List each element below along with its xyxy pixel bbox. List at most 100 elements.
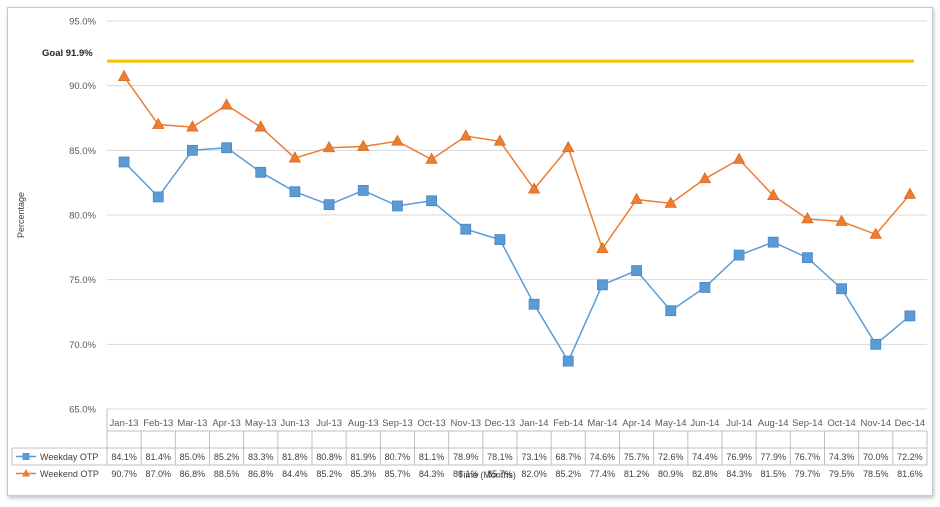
data-point-weekend [357,139,370,151]
x-tick-label: May-13 [245,418,277,429]
data-point-weekday [699,282,711,293]
data-point-weekday [152,191,164,203]
data-table-cell: 85.3% [350,469,376,479]
series-line-weekend [123,76,911,251]
data-table-cell: 78.9% [453,452,479,462]
x-tick-label: Sep-13 [382,418,413,429]
data-point-weekday [460,223,472,235]
data-table-cell: 84.3% [726,469,752,479]
data-point-weekday [392,200,403,212]
data-table-cell: 81.1% [419,452,445,462]
data-point-weekend [254,120,267,132]
data-point-weekend [801,212,814,224]
x-tick-label: Jan-14 [520,418,549,429]
data-point-weekday [767,236,779,248]
y-tick-label: 85.0% [69,146,96,157]
chart-frame [7,7,933,496]
data-table-cell: 78.1% [487,452,513,462]
x-tick-label: Dec-13 [485,418,516,429]
legend-entry: Weekend OTP [40,469,99,479]
y-tick-label: 70.0% [69,340,96,351]
data-table-cell: 81.6% [897,469,923,479]
data-point-weekend [767,188,780,201]
goal-label: Goal 91.9% [42,48,93,59]
data-point-weekend [391,134,404,146]
data-point-weekend [459,129,472,141]
data-table-cell: 85.2% [316,469,342,479]
data-table-cell: 87.0% [145,469,171,479]
data-table-cell: 74.4% [692,452,718,462]
data-point-weekend [220,98,233,110]
data-table-cell: 77.4% [590,469,616,479]
x-tick-label: Aug-14 [758,418,789,429]
data-table-cell: 85.0% [180,452,206,462]
x-axis-title: Time (Months) [458,470,516,480]
data-table-cell: 86.8% [180,469,206,479]
data-point-weekday [870,338,882,350]
x-tick-label: Nov-14 [860,418,891,429]
y-tick-label: 65.0% [69,405,96,416]
data-table-cell: 75.7% [624,452,650,462]
data-point-weekend [664,196,677,208]
data-point-weekday [187,144,198,156]
data-point-weekday [289,186,301,198]
data-table-cell: 70.0% [863,452,889,462]
data-point-weekend [630,192,643,204]
data-table-cell: 79.5% [829,469,855,479]
data-table-cell: 85.7% [385,469,411,479]
data-table-cell: 80.7% [385,452,411,462]
data-point-weekend [562,140,575,153]
data-table-cell: 86.1% [453,469,479,479]
data-point-weekday [323,199,335,211]
data-point-weekday [255,166,267,178]
x-tick-label: Jul-13 [316,418,342,429]
data-table-cell: 85.2% [555,469,581,479]
x-tick-label: Jan-13 [110,418,139,429]
x-tick-label: Oct-14 [827,418,856,429]
x-tick-label: Mar-13 [177,418,207,429]
data-point-weekday [733,249,745,261]
data-point-weekend [903,187,917,199]
data-table-cell: 85.2% [214,452,240,462]
data-point-weekend [186,120,199,132]
data-point-weekday [494,234,506,245]
x-tick-label: Jun-14 [690,418,719,429]
data-table-cell: 81.2% [624,469,650,479]
x-tick-label: Jul-14 [726,418,752,429]
data-table-cell: 83.3% [248,452,274,462]
data-point-weekday [836,283,847,295]
data-point-weekday [904,310,916,322]
data-point-weekday [597,279,608,291]
data-table-cell: 68.7% [555,452,581,462]
data-table-cell: 90.7% [111,469,137,479]
data-point-weekday [631,265,642,277]
data-table-cell: 84.4% [282,469,308,479]
data-table-cell: 81.9% [350,452,376,462]
data-table-cell: 76.7% [795,452,821,462]
data-point-weekday [802,252,813,264]
data-table-cell: 72.6% [658,452,684,462]
x-tick-label: Apr-13 [212,418,241,429]
data-point-weekday [665,305,677,317]
data-point-weekday [357,185,369,196]
data-point-weekend [425,152,438,164]
data-point-weekday [562,355,574,367]
data-table-cell: 80.8% [316,452,342,462]
y-tick-label: 75.0% [69,275,96,286]
data-point-weekend [732,152,746,164]
series-line-weekday [123,146,911,363]
data-table-cell: 78.5% [863,469,889,479]
data-table-cell: 74.6% [590,452,616,462]
y-tick-label: 80.0% [69,211,96,222]
data-table-cell: 82.8% [692,469,718,479]
data-point-weekday [118,156,130,168]
data-table-cell: 76.9% [726,452,752,462]
data-table-cell: 86.8% [248,469,274,479]
data-point-weekend [117,69,131,82]
data-point-weekend [288,151,302,163]
data-table-cell: 88.5% [214,469,240,479]
data-point-weekend [869,227,882,239]
x-tick-label: Apr-14 [622,418,651,429]
y-tick-label: 90.0% [69,81,96,92]
